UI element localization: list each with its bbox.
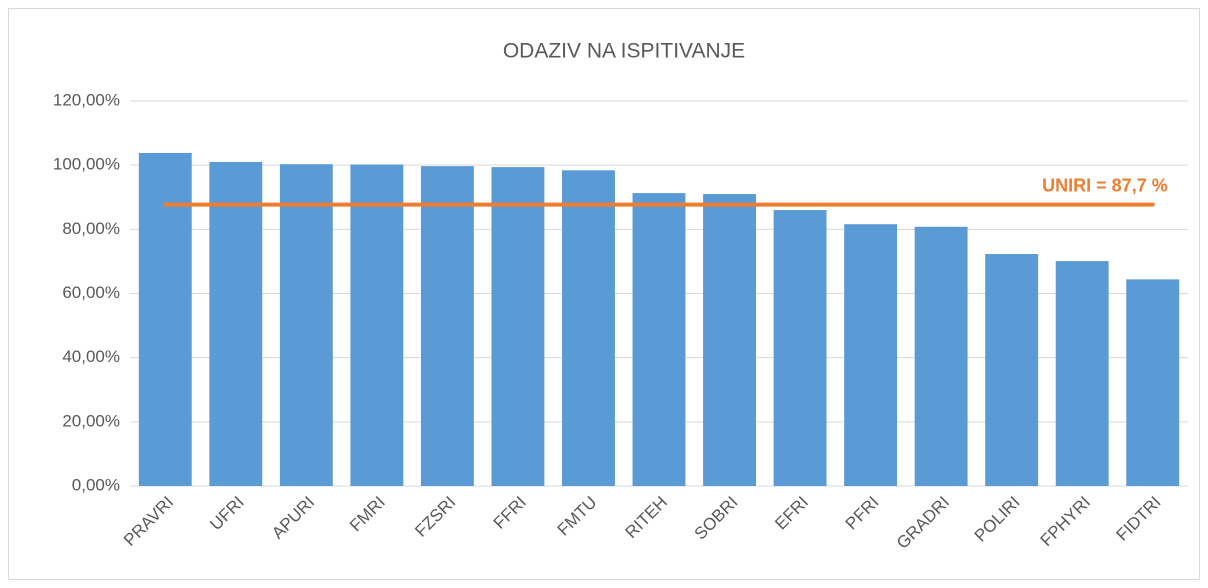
bar — [844, 224, 898, 486]
bar — [491, 167, 545, 486]
y-tick-label: 60,00% — [62, 283, 120, 302]
y-tick-label: 80,00% — [62, 219, 120, 238]
bar — [632, 193, 686, 486]
y-tick-label: 40,00% — [62, 347, 120, 366]
bar — [350, 164, 404, 486]
reference-label: UNIRI = 87,7 % — [1042, 175, 1168, 195]
y-tick-label: 20,00% — [62, 411, 120, 430]
bar — [773, 210, 827, 487]
bar — [703, 194, 756, 486]
bar — [562, 170, 615, 487]
bar — [1055, 261, 1109, 486]
bar — [279, 164, 333, 486]
y-tick-label: 120,00% — [53, 90, 120, 109]
y-tick-label: 100,00% — [53, 155, 120, 174]
bar — [1126, 279, 1180, 486]
y-tick-label: 0,00% — [72, 475, 120, 494]
bar — [420, 166, 474, 487]
bar — [914, 226, 968, 486]
chart-title: ODAZIV NA ISPITIVANJE — [503, 40, 745, 63]
bar — [985, 254, 1039, 486]
bar — [138, 152, 192, 486]
bar — [209, 161, 263, 487]
